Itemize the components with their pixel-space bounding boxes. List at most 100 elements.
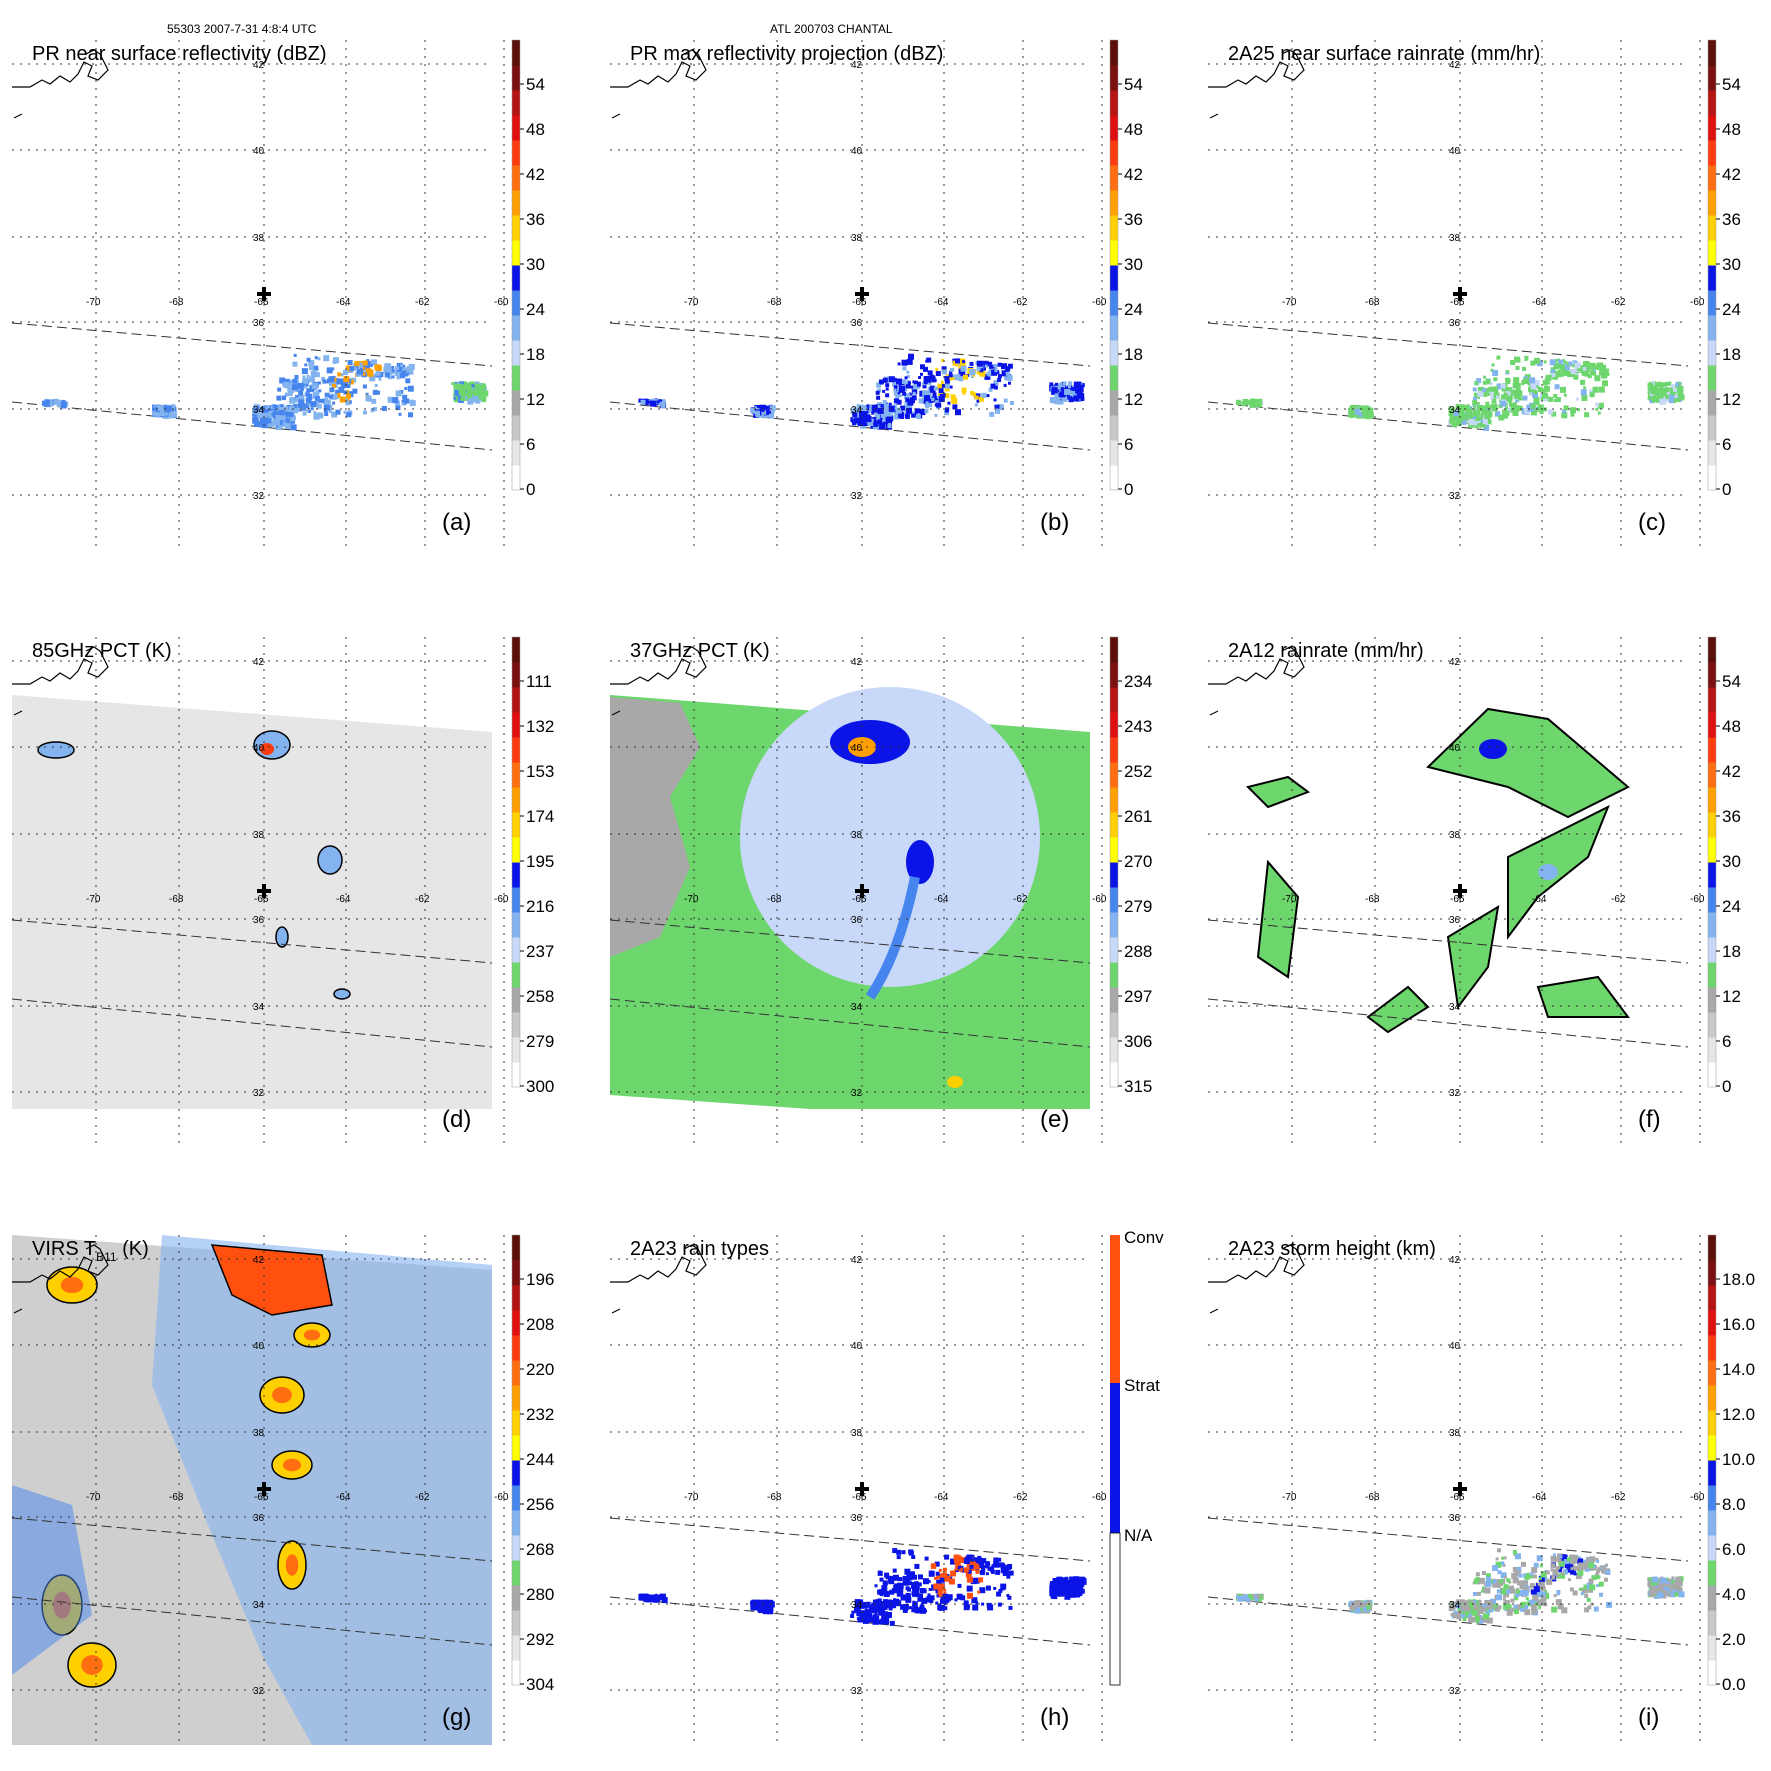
colorbar-segment <box>1110 662 1118 688</box>
rain-pixel <box>1503 392 1508 397</box>
rain-pixel <box>293 353 297 357</box>
rain-pixel <box>1468 1607 1474 1613</box>
colorbar-tick-label: 18 <box>1722 345 1741 364</box>
rain-pixel <box>1569 1587 1574 1592</box>
rain-pixel <box>873 419 877 423</box>
rain-pixel <box>902 1575 908 1581</box>
rain-pixel <box>1467 1612 1473 1618</box>
rain-pixel <box>937 1573 944 1580</box>
rain-pixel <box>1674 1592 1679 1597</box>
rain-pixel <box>892 377 897 382</box>
rain-pixel <box>865 1613 872 1620</box>
colorbar-tick-label: 132 <box>526 717 554 736</box>
rain-pixel <box>336 378 343 385</box>
rain-pixel <box>1665 1577 1670 1582</box>
rain-pixel <box>906 358 913 365</box>
rain-pixel <box>1080 1588 1085 1593</box>
rain-pixel <box>1529 1583 1535 1589</box>
rain-pixel <box>1563 364 1570 371</box>
rain-pixel <box>1655 382 1661 388</box>
panel-title: 85GHz PCT (K) <box>32 640 172 662</box>
rain-pixel <box>1538 1575 1545 1582</box>
rain-pixel <box>1054 383 1061 390</box>
rain-pixel <box>1674 388 1680 394</box>
rain-pixel <box>1364 1602 1368 1606</box>
rain-pixel <box>997 404 1004 411</box>
rain-pixel <box>1592 386 1599 393</box>
rain-pixel <box>974 403 978 407</box>
rain-pixel <box>1676 1580 1683 1587</box>
rain-pixel <box>1510 1598 1515 1603</box>
rain-pixel <box>384 372 390 378</box>
lon-label: -66 <box>254 1492 269 1503</box>
colorbar-segment <box>1110 962 1118 988</box>
rain-pixel <box>324 412 329 416</box>
colorbar-segment <box>1110 365 1118 391</box>
rain-pixel <box>1455 416 1460 421</box>
rain-pixel <box>392 397 399 404</box>
rain-pixel <box>1462 1600 1469 1607</box>
rain-pixel <box>1505 377 1511 383</box>
rain-pixel <box>931 1584 934 1588</box>
rain-pixel <box>1543 360 1547 364</box>
lon-label: -70 <box>1282 1492 1297 1503</box>
rain-pixel <box>1522 366 1527 371</box>
rain-pixel <box>1482 419 1488 425</box>
rain-pixel <box>927 1593 931 1597</box>
colorbar-segment <box>512 1335 520 1361</box>
rain-pixel <box>755 410 760 416</box>
rain-pixel <box>1548 396 1554 402</box>
colorbar-tick-label: 244 <box>526 1450 554 1469</box>
rain-pixel <box>381 406 387 411</box>
rain-pixel <box>904 1594 911 1601</box>
rain-pixel <box>893 385 898 390</box>
colorbar-segment <box>1708 1610 1716 1636</box>
colorbar-segment <box>1708 1260 1716 1286</box>
rain-pixel <box>1580 1592 1584 1596</box>
rain-pixel <box>1550 373 1555 378</box>
rain-pixel <box>876 415 881 420</box>
rain-pixel <box>1670 384 1675 388</box>
rain-pixel <box>904 1568 911 1575</box>
lon-label: -66 <box>852 894 867 905</box>
rain-pixel <box>453 396 457 400</box>
rain-pixel <box>335 389 340 394</box>
rain-pixel <box>1540 1591 1546 1597</box>
rain-pixel <box>1501 388 1505 392</box>
colorbar-segment <box>512 440 520 466</box>
rain-pixel <box>311 379 315 383</box>
rain-pixel <box>378 377 382 381</box>
rain-pixel <box>1589 1556 1596 1563</box>
colorbar-segment <box>1708 1510 1716 1536</box>
inner-region <box>740 687 1040 987</box>
lon-label: -64 <box>1532 1492 1547 1503</box>
rain-pixel <box>1676 1584 1682 1590</box>
rain-pixel <box>324 396 328 400</box>
colorbar-segment <box>512 390 520 416</box>
rain-pixel <box>959 1557 966 1563</box>
rain-pixel <box>157 412 160 416</box>
rain-pixel <box>985 1585 991 1591</box>
rain-pixel <box>471 384 475 388</box>
rain-pixel <box>252 409 258 415</box>
rain-pixel <box>1520 1601 1527 1608</box>
rain-pixel <box>1490 1601 1494 1605</box>
rain-pixel <box>1074 381 1078 385</box>
rain-pixel <box>1051 387 1058 394</box>
rain-pixel <box>893 1598 896 1602</box>
rain-pixel <box>1529 377 1536 384</box>
rain-pixel <box>1550 1568 1554 1572</box>
rain-pixel <box>993 1586 997 1590</box>
lat-label: 34 <box>851 405 863 416</box>
lon-label: -66 <box>254 894 269 905</box>
rain-pixel <box>901 405 905 410</box>
rain-pixel <box>909 1571 915 1578</box>
rain-pixel <box>966 1563 971 1568</box>
rain-pixel <box>1488 405 1492 409</box>
colorbar-tick-label: 268 <box>526 1540 554 1559</box>
rain-pixel <box>868 1616 875 1623</box>
panel-title-subscript: B11 <box>96 1250 117 1264</box>
rain-pixel <box>1474 424 1479 429</box>
rain-pixel <box>874 1584 878 1588</box>
